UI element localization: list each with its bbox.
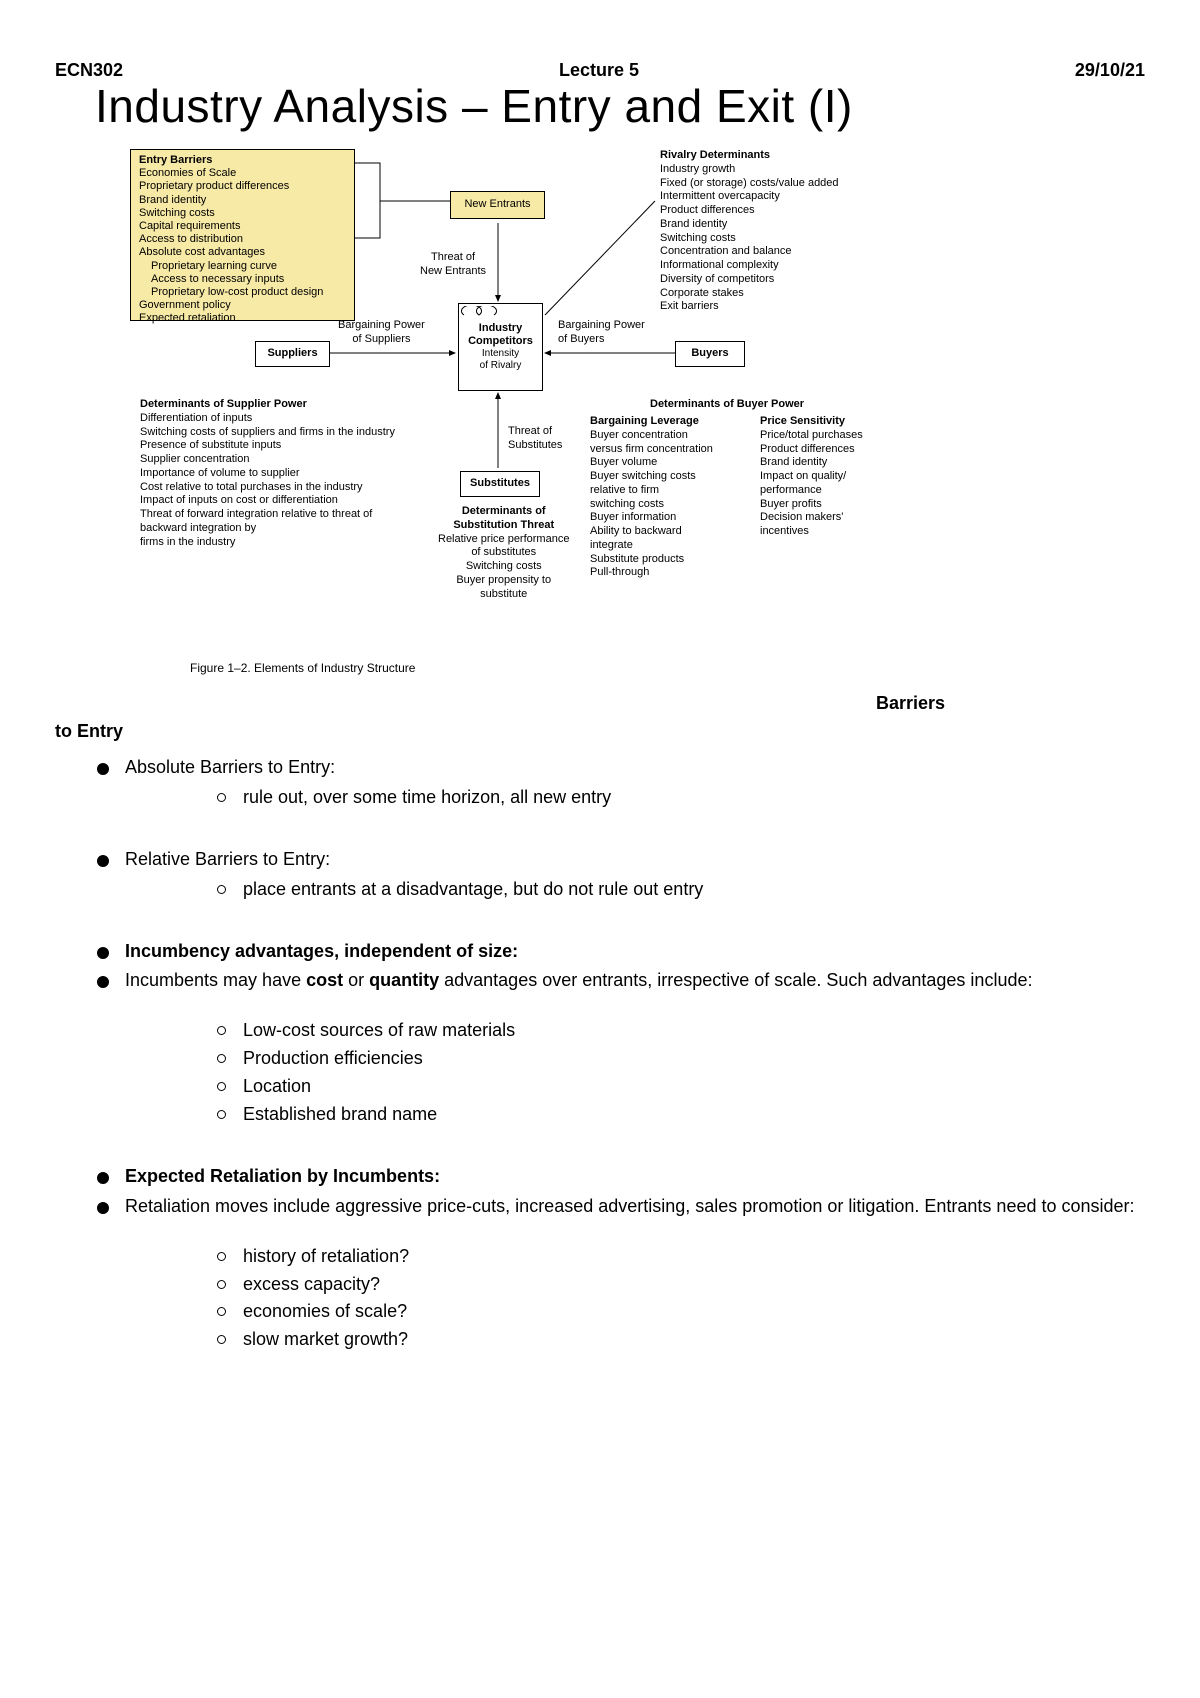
list-item: place entrants at a disadvantage, but do… — [125, 876, 1145, 904]
list-item: Retaliation moves include aggressive pri… — [55, 1193, 1145, 1354]
page-title: Industry Analysis – Entry and Exit (I) — [95, 79, 1145, 133]
threat-new-entrants-label: Threat of New Entrants — [420, 251, 486, 279]
price-sensitivity-block: Price Sensitivity Price/total purchases … — [760, 415, 863, 539]
bargaining-leverage-block: Bargaining Leverage Buyer concentration … — [590, 415, 713, 580]
list-item: excess capacity? — [125, 1271, 1145, 1299]
list-item: Low-cost sources of raw materials — [125, 1017, 1145, 1045]
entry-barriers-box: Entry Barriers Economies of Scale Propri… — [130, 149, 355, 321]
list-item: economies of scale? — [125, 1298, 1145, 1326]
section-heading-left: to Entry — [55, 721, 1145, 742]
list-item: Incumbency advantages, independent of si… — [55, 938, 1145, 966]
five-forces-diagram: Entry Barriers Economies of Scale Propri… — [120, 143, 950, 673]
lecture-number: Lecture 5 — [559, 60, 639, 81]
list-item: slow market growth? — [125, 1326, 1145, 1354]
list-item: Incumbents may have cost or quantity adv… — [55, 967, 1145, 1128]
list-item: Production efficiencies — [125, 1045, 1145, 1073]
list-item: rule out, over some time horizon, all ne… — [125, 784, 1145, 812]
section-heading-right: Barriers — [876, 693, 945, 714]
industry-competitors-box: Industry Competitors Intensity of Rivalr… — [458, 303, 543, 391]
figure-caption: Figure 1–2. Elements of Industry Structu… — [190, 661, 415, 675]
list-item: Expected Retaliation by Incumbents: — [55, 1163, 1145, 1191]
lecture-date: 29/10/21 — [1075, 60, 1145, 81]
notes-list: Absolute Barriers to Entry: rule out, ov… — [55, 754, 1145, 1354]
list-item: Relative Barriers to Entry: place entran… — [55, 846, 1145, 904]
rivalry-determinants-block: Rivalry Determinants Industry growth Fix… — [660, 149, 839, 314]
substitutes-box: Substitutes — [460, 471, 540, 497]
substitution-threat-block: Determinants of Substitution Threat Rela… — [438, 505, 569, 601]
list-item: Established brand name — [125, 1101, 1145, 1129]
supplier-power-block: Determinants of Supplier Power Different… — [140, 398, 395, 549]
buyer-power-heading: Determinants of Buyer Power — [650, 398, 804, 412]
list-item: Location — [125, 1073, 1145, 1101]
threat-substitutes-label: Threat of Substitutes — [508, 425, 562, 453]
suppliers-box: Suppliers — [255, 341, 330, 367]
list-item: Absolute Barriers to Entry: rule out, ov… — [55, 754, 1145, 812]
barg-buyers-label: Bargaining Power of Buyers — [558, 319, 645, 347]
buyers-box: Buyers — [675, 341, 745, 367]
entry-barriers-heading: Entry Barriers — [139, 154, 212, 167]
header-row: ECN302 Lecture 5 29/10/21 — [55, 60, 1145, 81]
barg-suppliers-label: Bargaining Power of Suppliers — [338, 319, 425, 347]
course-code: ECN302 — [55, 60, 123, 81]
new-entrants-box: New Entrants — [450, 191, 545, 219]
list-item: history of retaliation? — [125, 1243, 1145, 1271]
